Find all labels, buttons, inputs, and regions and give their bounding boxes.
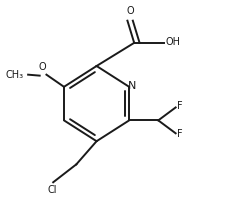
Text: O: O [39, 62, 46, 72]
Text: F: F [176, 129, 182, 139]
Text: CH₃: CH₃ [6, 70, 24, 80]
Text: F: F [176, 102, 182, 111]
Text: N: N [127, 81, 136, 91]
Text: OH: OH [164, 37, 179, 47]
Text: O: O [125, 6, 133, 16]
Text: Cl: Cl [47, 185, 57, 195]
